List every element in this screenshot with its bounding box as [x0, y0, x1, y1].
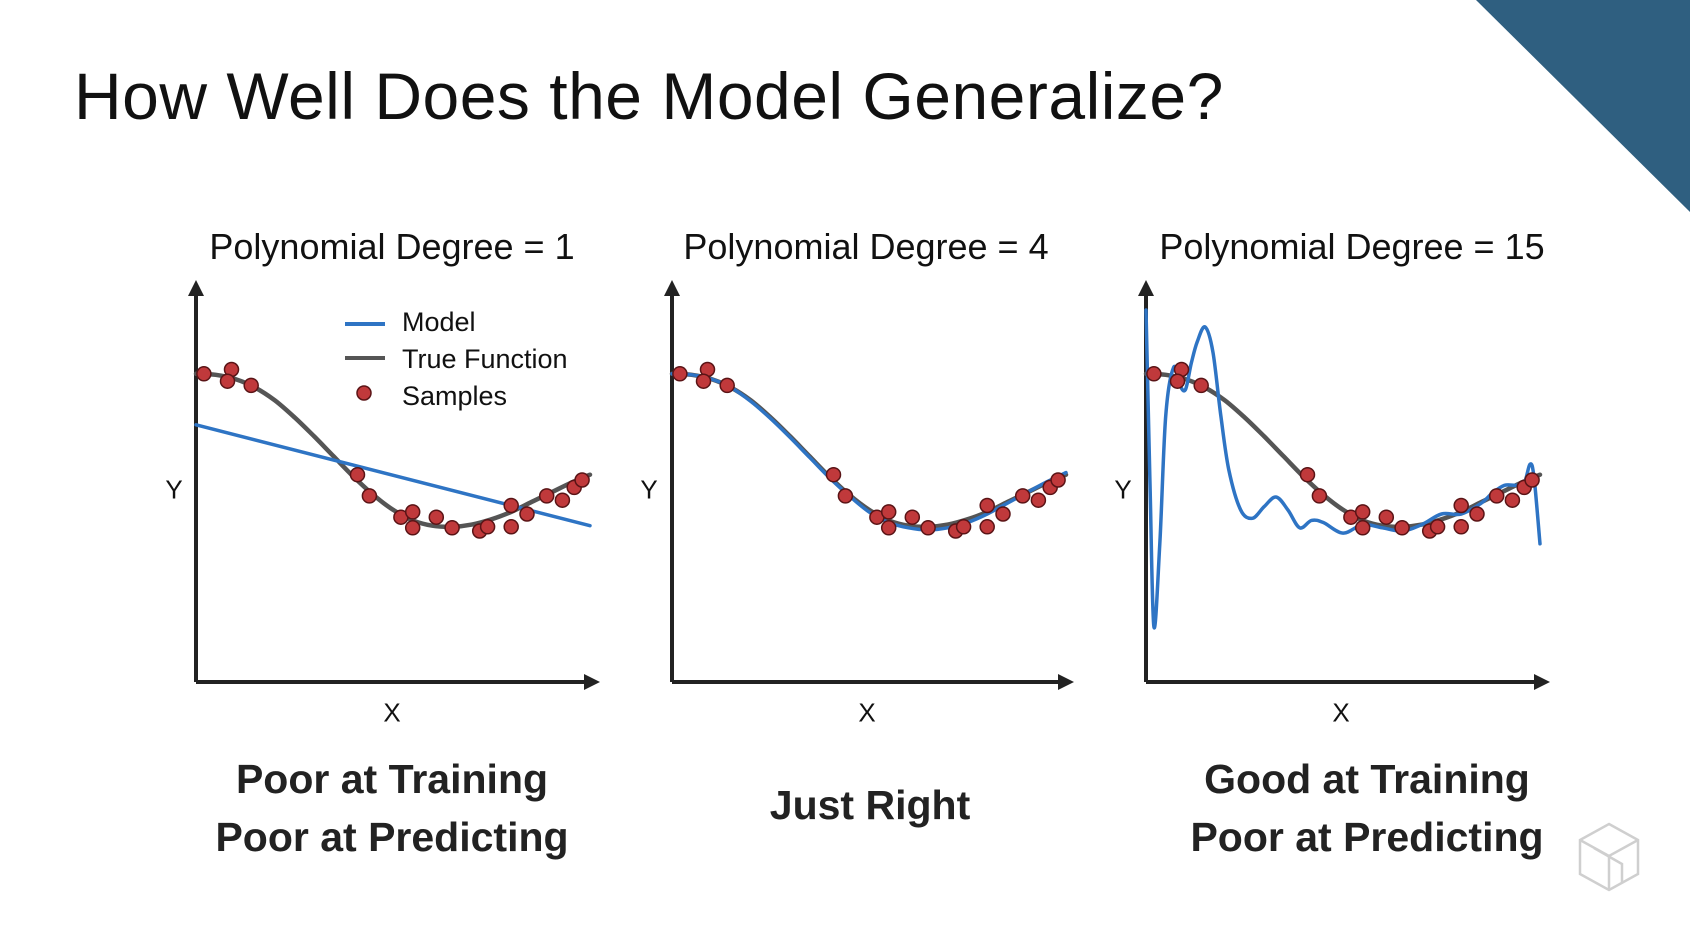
panel-2-caption-line-1: Just Right	[769, 782, 971, 828]
panel-2-caption: Just Right	[770, 776, 970, 834]
sample-point	[1354, 520, 1371, 536]
sample-point	[1453, 519, 1469, 535]
chart-3	[1138, 280, 1550, 690]
sample-point	[880, 504, 897, 520]
sample-point	[479, 519, 496, 535]
sample-point	[1453, 497, 1469, 514]
sample-point	[404, 504, 421, 520]
sample-point	[1488, 488, 1505, 504]
legend-model-label: Model	[402, 307, 476, 337]
y-axis-arrow	[1138, 280, 1154, 296]
x-axis-arrow	[584, 674, 600, 690]
legend-samples-marker	[356, 385, 372, 401]
sample-point	[1354, 504, 1371, 520]
cube-outline-icon	[1578, 822, 1640, 892]
sample-point	[1050, 472, 1066, 488]
sample-point	[1378, 509, 1395, 525]
corner-triangle	[1476, 0, 1690, 212]
panel-1-caption-line-1: Poor at Training	[235, 756, 549, 802]
panel-1-ylabel: Y	[165, 474, 183, 505]
sample-point	[1014, 488, 1031, 504]
sample-point	[361, 488, 378, 504]
model-line	[1144, 308, 1542, 630]
chart-1	[188, 280, 600, 690]
sample-point	[1394, 520, 1410, 536]
legend: Model True Function Samples	[345, 307, 568, 411]
panel-2-ylabel: Y	[640, 474, 658, 505]
sample-point	[719, 377, 735, 394]
sample-point	[1524, 472, 1540, 488]
panel-3-title: Polynomial Degree = 15	[1159, 226, 1545, 267]
panel-3-ylabel: Y	[1114, 474, 1132, 505]
slide-title: How Well Does the Model Generalize?	[74, 59, 1224, 133]
sample-point	[880, 520, 897, 536]
legend-samples-label: Samples	[402, 381, 507, 411]
panel-1-caption-line-2: Poor at Predicting	[215, 814, 569, 860]
sample-point	[1469, 506, 1485, 522]
sample-point	[1146, 366, 1162, 382]
sample-point	[574, 472, 590, 488]
sample-point	[920, 520, 936, 536]
sample-point	[404, 520, 421, 536]
sample-point	[1299, 466, 1316, 483]
sample-point	[1030, 492, 1047, 508]
x-axis-arrow	[1058, 674, 1074, 690]
sample-point	[1429, 519, 1446, 535]
sample-point	[1504, 492, 1521, 508]
sample-point	[196, 366, 212, 382]
sample-point	[538, 488, 555, 504]
sample-point	[219, 373, 236, 389]
sample-point	[904, 509, 921, 525]
sample-point	[1169, 373, 1186, 389]
sample-point	[243, 377, 259, 394]
sample-point	[695, 373, 712, 389]
panel-2-title: Polynomial Degree = 4	[683, 226, 1049, 267]
panel-1-xlabel: X	[383, 697, 401, 728]
legend-true-function-label: True Function	[402, 344, 568, 374]
panel-2-xlabel: X	[858, 697, 876, 728]
panel-3-caption-line-1: Good at Training	[1204, 756, 1530, 802]
sample-point	[979, 519, 995, 535]
y-axis-arrow	[188, 280, 204, 296]
sample-point	[349, 466, 366, 483]
panel-3-caption: Good at Training Poor at Predicting	[1190, 750, 1543, 866]
chart-2	[664, 280, 1074, 690]
sample-point	[1311, 488, 1328, 504]
sample-point	[503, 497, 519, 514]
panel-3-xlabel: X	[1332, 697, 1350, 728]
sample-point	[672, 366, 688, 382]
sample-point	[503, 519, 519, 535]
sample-point	[1193, 377, 1209, 394]
model-line	[670, 372, 1068, 532]
x-axis-arrow	[1534, 674, 1550, 690]
y-axis-arrow	[664, 280, 680, 296]
panel-1-title: Polynomial Degree = 1	[209, 226, 575, 267]
panel-1-caption: Poor at Training Poor at Predicting	[215, 750, 568, 866]
sample-point	[955, 519, 972, 535]
sample-point	[444, 520, 460, 536]
sample-point	[519, 506, 535, 522]
sample-point	[837, 488, 854, 504]
sample-point	[428, 509, 445, 525]
sample-point	[995, 506, 1011, 522]
sample-point	[554, 492, 571, 508]
panel-3-caption-line-2: Poor at Predicting	[1190, 814, 1544, 860]
sample-point	[825, 466, 842, 483]
sample-point	[979, 497, 995, 514]
true-function-line	[193, 371, 593, 530]
